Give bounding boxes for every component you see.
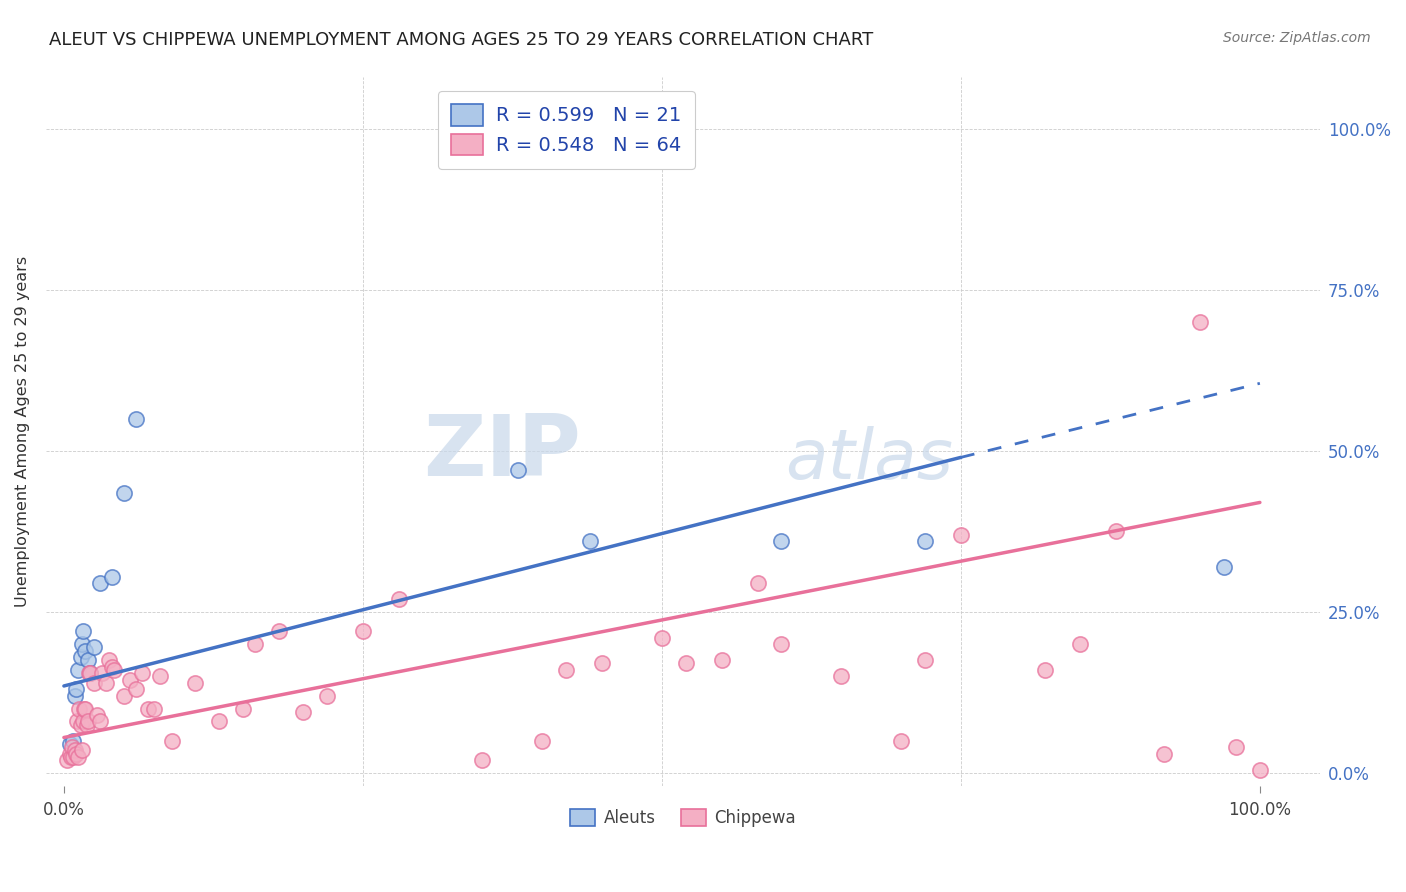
Point bbox=[555, 663, 578, 677]
Point bbox=[269, 624, 291, 639]
Point bbox=[1189, 315, 1212, 329]
Point bbox=[118, 673, 141, 687]
Point bbox=[76, 717, 98, 731]
Point bbox=[69, 701, 91, 715]
Point bbox=[675, 657, 697, 671]
Text: ZIP: ZIP bbox=[423, 411, 581, 494]
Point bbox=[70, 743, 93, 757]
Point bbox=[83, 640, 105, 655]
Point bbox=[77, 666, 100, 681]
Point bbox=[60, 740, 83, 755]
Point bbox=[949, 527, 972, 541]
Point bbox=[1249, 763, 1271, 777]
Point bbox=[292, 705, 315, 719]
Point bbox=[651, 631, 673, 645]
Point bbox=[1225, 740, 1247, 755]
Point bbox=[79, 666, 101, 681]
Point bbox=[75, 701, 97, 715]
Point bbox=[56, 753, 79, 767]
Point bbox=[830, 669, 852, 683]
Point bbox=[770, 534, 793, 549]
Text: atlas: atlas bbox=[785, 426, 953, 493]
Point bbox=[103, 663, 125, 677]
Point bbox=[1033, 663, 1056, 677]
Point bbox=[73, 701, 96, 715]
Point bbox=[160, 733, 183, 747]
Point bbox=[316, 689, 339, 703]
Point bbox=[508, 463, 530, 477]
Y-axis label: Unemployment Among Ages 25 to 29 years: Unemployment Among Ages 25 to 29 years bbox=[15, 256, 30, 607]
Point bbox=[79, 666, 101, 681]
Point bbox=[76, 653, 98, 667]
Point bbox=[69, 650, 91, 665]
Point bbox=[914, 534, 936, 549]
Point bbox=[66, 714, 89, 729]
Point bbox=[89, 714, 111, 729]
Point bbox=[1153, 747, 1175, 761]
Point bbox=[890, 733, 912, 747]
Point bbox=[59, 737, 82, 751]
Point bbox=[100, 569, 122, 583]
Point bbox=[232, 701, 254, 715]
Point bbox=[65, 747, 87, 761]
Point bbox=[124, 411, 146, 425]
Point bbox=[388, 592, 411, 607]
Point bbox=[72, 624, 94, 639]
Point bbox=[112, 485, 135, 500]
Point bbox=[65, 682, 87, 697]
Point bbox=[100, 659, 122, 673]
Text: Source: ZipAtlas.com: Source: ZipAtlas.com bbox=[1223, 31, 1371, 45]
Point bbox=[710, 653, 733, 667]
Point bbox=[591, 657, 613, 671]
Point bbox=[98, 653, 121, 667]
Point bbox=[59, 747, 82, 761]
Point bbox=[112, 689, 135, 703]
Point bbox=[1105, 524, 1128, 539]
Point bbox=[72, 714, 94, 729]
Legend: Aleuts, Chippewa: Aleuts, Chippewa bbox=[564, 803, 803, 834]
Point bbox=[747, 576, 769, 591]
Point bbox=[208, 714, 231, 729]
Point bbox=[184, 675, 207, 690]
Text: ALEUT VS CHIPPEWA UNEMPLOYMENT AMONG AGES 25 TO 29 YEARS CORRELATION CHART: ALEUT VS CHIPPEWA UNEMPLOYMENT AMONG AGE… bbox=[49, 31, 873, 49]
Point bbox=[62, 733, 84, 747]
Point bbox=[63, 689, 86, 703]
Point bbox=[531, 733, 554, 747]
Point bbox=[579, 534, 602, 549]
Point bbox=[124, 682, 146, 697]
Point bbox=[142, 701, 165, 715]
Point bbox=[245, 637, 267, 651]
Point bbox=[70, 637, 93, 651]
Point bbox=[149, 669, 172, 683]
Point bbox=[91, 666, 114, 681]
Point bbox=[75, 643, 97, 657]
Point bbox=[76, 714, 98, 729]
Point bbox=[1213, 559, 1236, 574]
Point bbox=[62, 749, 84, 764]
Point bbox=[914, 653, 936, 667]
Point bbox=[1069, 637, 1091, 651]
Point bbox=[136, 701, 159, 715]
Point bbox=[131, 666, 153, 681]
Point bbox=[63, 743, 86, 757]
Point bbox=[89, 576, 111, 591]
Point bbox=[60, 749, 83, 764]
Point bbox=[770, 637, 793, 651]
Point bbox=[352, 624, 374, 639]
Point bbox=[94, 675, 117, 690]
Point bbox=[471, 753, 494, 767]
Point bbox=[86, 708, 108, 723]
Point bbox=[83, 675, 105, 690]
Point bbox=[69, 717, 91, 731]
Point bbox=[67, 663, 90, 677]
Point bbox=[67, 749, 90, 764]
